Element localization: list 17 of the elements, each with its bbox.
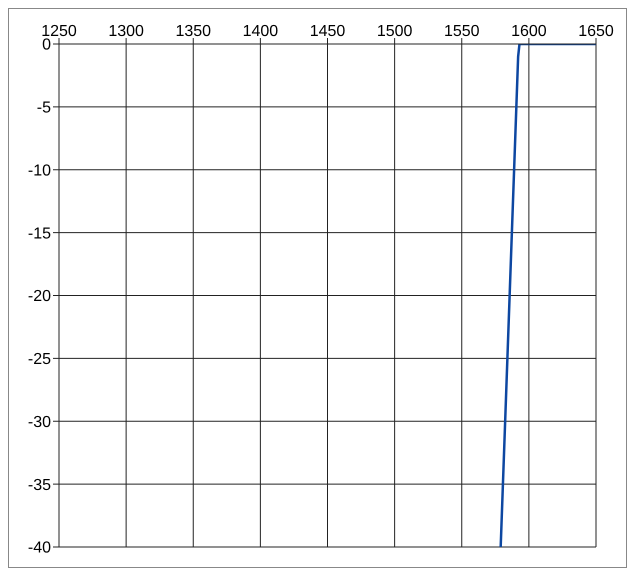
y-tick-label: -15 bbox=[28, 225, 52, 242]
y-tick-label: -40 bbox=[28, 540, 52, 557]
x-tick-label: 1500 bbox=[376, 23, 413, 40]
x-tick-label: 1650 bbox=[578, 23, 614, 40]
y-tick-label: -20 bbox=[28, 288, 52, 306]
x-tick-label: 1600 bbox=[511, 23, 547, 40]
y-tick-label: 0 bbox=[42, 36, 52, 54]
x-tick-label: 1300 bbox=[108, 23, 144, 40]
y-tick-label: -30 bbox=[28, 414, 52, 431]
x-tick-label: 1550 bbox=[444, 23, 480, 40]
x-tick-label: 1400 bbox=[242, 23, 278, 40]
x-tick-label: 1450 bbox=[310, 23, 346, 40]
y-tick-label: -25 bbox=[28, 351, 52, 368]
y-tick-label: -35 bbox=[28, 476, 52, 494]
y-tick-label: -5 bbox=[36, 100, 52, 117]
y-tick-label: -10 bbox=[28, 162, 52, 180]
x-tick-label: 1350 bbox=[175, 23, 212, 40]
